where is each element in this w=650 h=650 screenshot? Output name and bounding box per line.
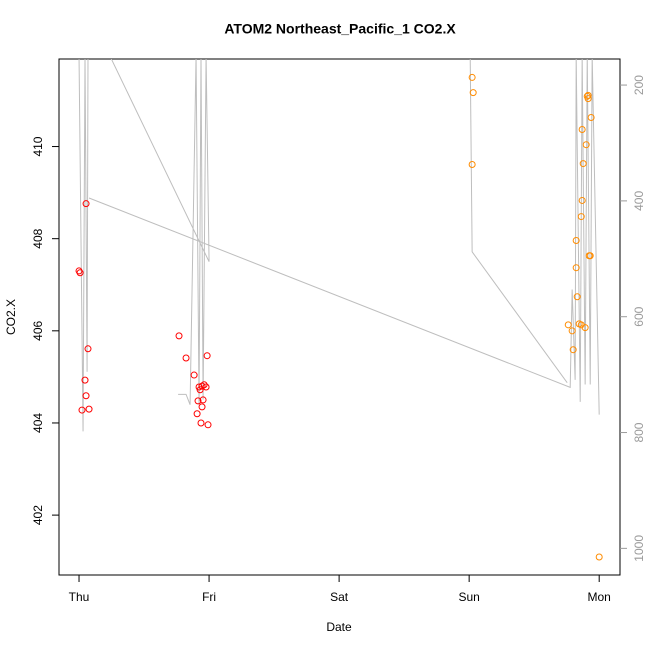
plot-frame <box>58 58 621 576</box>
data-point <box>190 371 198 379</box>
data-point <box>468 73 476 81</box>
y-tick-label: 404 <box>31 413 45 433</box>
data-point <box>194 397 202 405</box>
y-tick-label: 410 <box>31 136 45 156</box>
data-point <box>84 345 92 353</box>
data-point <box>200 381 208 389</box>
data-point <box>76 269 84 277</box>
data-point <box>202 383 210 391</box>
x-tick-label: Sat <box>330 590 349 604</box>
plot-area <box>75 59 603 561</box>
data-point <box>569 346 577 354</box>
data-line <box>78 59 600 432</box>
data-point <box>579 160 587 168</box>
y2-tick-label: 1000 <box>632 535 646 562</box>
data-point <box>578 125 586 133</box>
x-tick-label: Fri <box>202 590 216 604</box>
data-point <box>577 213 585 221</box>
x-tick-label: Mon <box>588 590 611 604</box>
data-point <box>584 91 592 99</box>
data-point <box>595 553 603 561</box>
y2-tick-label: 200 <box>632 75 646 95</box>
data-point <box>203 352 211 360</box>
y2-tick-label: 400 <box>632 191 646 211</box>
data-point <box>584 95 592 103</box>
data-point <box>573 293 581 301</box>
data-point <box>81 376 89 384</box>
data-point <box>199 396 207 404</box>
data-point <box>572 237 580 245</box>
data-point <box>198 403 206 411</box>
data-point <box>469 89 477 97</box>
y-axis-label: CO2.X <box>4 299 18 335</box>
data-point <box>564 321 572 329</box>
x-tick-label: Sun <box>458 590 479 604</box>
data-point <box>196 386 204 394</box>
data-point <box>582 141 590 149</box>
data-point <box>78 406 86 414</box>
data-point <box>586 252 594 260</box>
data-point <box>82 392 90 400</box>
y-tick-label: 408 <box>31 228 45 248</box>
data-point <box>82 200 90 208</box>
data-point <box>175 332 183 340</box>
y-tick-label: 402 <box>31 505 45 525</box>
x-axis-label: Date <box>326 620 352 634</box>
x-tick-label: Thu <box>69 590 90 604</box>
data-point <box>572 264 580 272</box>
data-point <box>468 161 476 169</box>
data-point <box>182 354 190 362</box>
data-point <box>578 196 586 204</box>
chart-title: ATOM2 Northeast_Pacific_1 CO2.X <box>224 21 456 37</box>
y2-tick-label: 600 <box>632 306 646 326</box>
data-point <box>204 421 212 429</box>
data-point <box>85 405 93 413</box>
data-point <box>193 410 201 418</box>
y-tick-label: 406 <box>31 320 45 340</box>
data-point <box>568 327 576 335</box>
data-point <box>581 324 589 332</box>
y2-tick-label: 800 <box>632 422 646 442</box>
data-point <box>587 114 595 122</box>
data-point <box>198 382 206 390</box>
data-point <box>197 419 205 427</box>
